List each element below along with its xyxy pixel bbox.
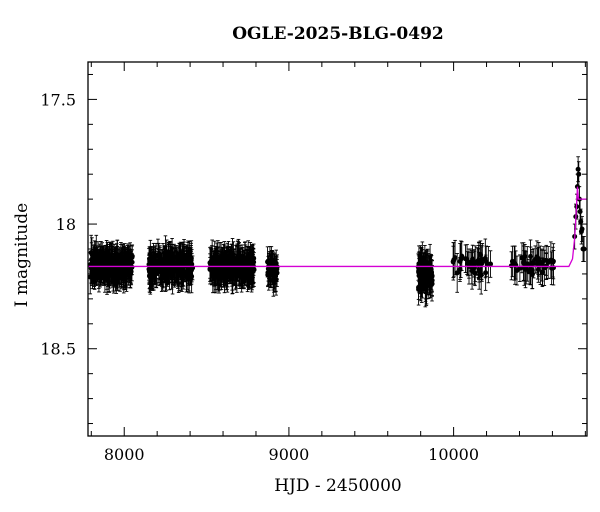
data-point bbox=[476, 268, 482, 274]
data-point bbox=[249, 261, 255, 267]
data-point bbox=[214, 262, 220, 268]
plot-frame bbox=[87, 61, 588, 437]
data-point bbox=[170, 260, 176, 266]
data-point bbox=[207, 266, 213, 272]
data-points bbox=[87, 156, 587, 308]
data-point bbox=[116, 260, 122, 266]
y-tick-label: 18 bbox=[56, 215, 76, 234]
data-point bbox=[575, 166, 581, 172]
data-point bbox=[230, 250, 236, 256]
data-point bbox=[539, 269, 545, 275]
data-point bbox=[535, 261, 541, 267]
y-tick-labels: 17.5 18 18.5 bbox=[40, 90, 76, 358]
data-point bbox=[577, 209, 583, 215]
data-point bbox=[417, 270, 423, 276]
data-point bbox=[97, 257, 103, 263]
x-tick-label: 8000 bbox=[104, 445, 145, 464]
data-point bbox=[522, 253, 528, 259]
data-point bbox=[235, 256, 241, 262]
data-point bbox=[454, 270, 460, 276]
data-point bbox=[479, 257, 485, 263]
data-point bbox=[162, 258, 168, 264]
data-point bbox=[529, 260, 535, 266]
data-point bbox=[242, 261, 248, 267]
data-point bbox=[479, 260, 485, 266]
data-point bbox=[576, 171, 582, 177]
y-tick-label: 18.5 bbox=[40, 340, 76, 359]
data-point bbox=[508, 263, 514, 269]
data-point bbox=[109, 264, 115, 270]
data-point bbox=[183, 259, 189, 265]
y-tick-label: 17.5 bbox=[40, 90, 76, 109]
data-point bbox=[545, 259, 551, 265]
chart-title: OGLE-2025-BLG-0492 bbox=[232, 24, 444, 44]
x-axis-label: HJD - 2450000 bbox=[274, 476, 402, 496]
data-point bbox=[488, 261, 494, 267]
data-point bbox=[521, 259, 527, 265]
data-point bbox=[422, 287, 428, 293]
data-point bbox=[229, 268, 235, 274]
data-point bbox=[532, 257, 538, 263]
data-point bbox=[514, 268, 520, 274]
data-point bbox=[181, 255, 187, 261]
data-point bbox=[158, 266, 164, 272]
data-point bbox=[150, 259, 156, 265]
data-point bbox=[223, 259, 229, 265]
data-point bbox=[148, 263, 154, 269]
data-point bbox=[90, 260, 96, 266]
data-point bbox=[416, 284, 422, 290]
data-point bbox=[465, 261, 471, 267]
data-point bbox=[176, 272, 182, 278]
data-point bbox=[239, 270, 245, 276]
x-tick-label: 10000 bbox=[428, 445, 479, 464]
data-point bbox=[147, 272, 153, 278]
data-point bbox=[451, 257, 457, 263]
data-point bbox=[535, 267, 541, 273]
data-point bbox=[117, 275, 123, 281]
data-point bbox=[579, 226, 585, 232]
data-point bbox=[114, 256, 120, 262]
data-point bbox=[474, 258, 480, 264]
data-point bbox=[469, 268, 475, 274]
plot-area bbox=[87, 61, 588, 437]
data-point bbox=[245, 266, 251, 272]
data-point bbox=[227, 260, 233, 266]
data-point bbox=[458, 256, 464, 262]
data-point bbox=[129, 253, 135, 259]
data-point bbox=[268, 268, 274, 274]
model-curve bbox=[88, 186, 587, 268]
data-point bbox=[215, 267, 221, 273]
data-point bbox=[426, 270, 432, 276]
x-tick-label: 9000 bbox=[269, 445, 310, 464]
data-point bbox=[128, 271, 134, 277]
x-tick-labels: 8000 9000 10000 bbox=[104, 445, 479, 464]
data-point bbox=[93, 267, 99, 273]
data-point bbox=[581, 246, 587, 252]
data-point bbox=[429, 281, 435, 287]
model-line bbox=[88, 186, 587, 268]
data-point bbox=[464, 257, 470, 263]
data-point bbox=[100, 264, 106, 270]
data-point bbox=[550, 259, 556, 265]
axis-ticks bbox=[88, 62, 587, 436]
y-axis-label: I magnitude bbox=[12, 203, 32, 307]
data-point bbox=[419, 255, 425, 261]
data-point bbox=[162, 264, 168, 270]
